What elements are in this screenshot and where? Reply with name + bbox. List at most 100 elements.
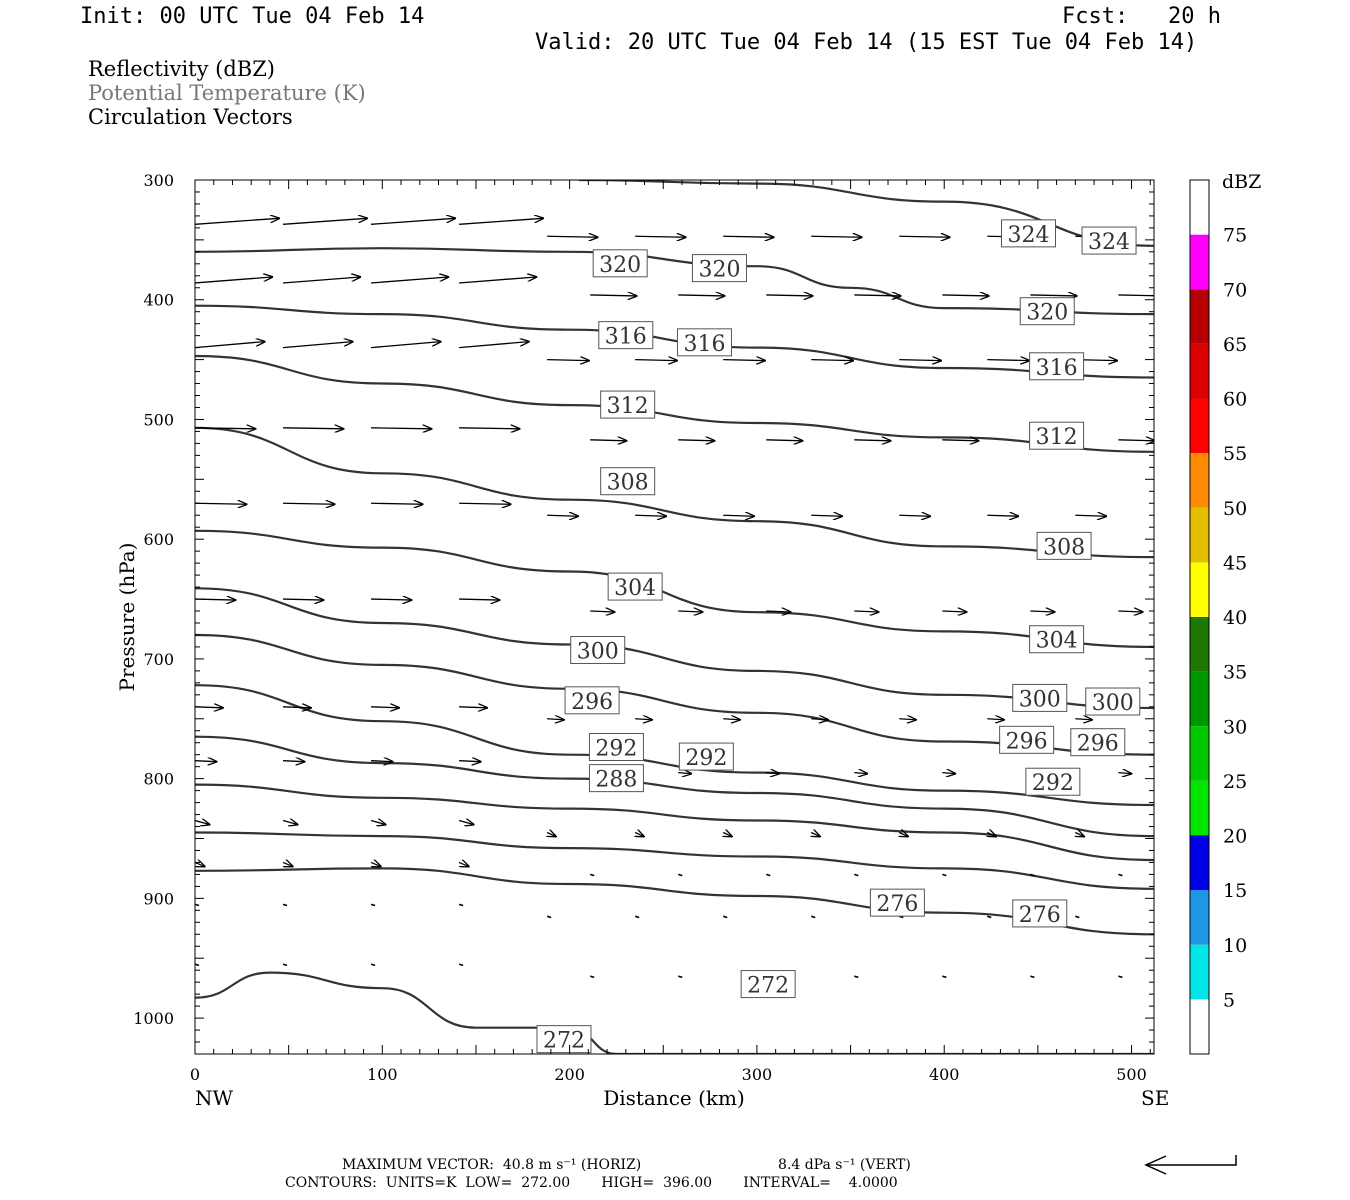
vector-arrow — [282, 862, 293, 866]
vector-arrow — [371, 277, 448, 284]
svg-text:292: 292 — [685, 746, 727, 771]
theta-contour-284 — [195, 783, 1154, 862]
colorbar-swatch — [1190, 289, 1209, 344]
vector-arrow — [1075, 833, 1084, 837]
vector-arrow — [678, 295, 724, 296]
colorbar-swatch — [1190, 780, 1209, 836]
colorbar-swatch — [1190, 234, 1209, 290]
vector-arrow — [899, 360, 941, 361]
colorbar-swatch — [1190, 453, 1209, 508]
vector-arrow — [987, 719, 1004, 720]
svg-text:316: 316 — [605, 325, 647, 350]
contour-label-316: 316 — [676, 328, 732, 357]
svg-text:296: 296 — [571, 690, 613, 715]
contour-label-300: 300 — [1085, 687, 1141, 716]
y-tick-label: 700 — [143, 650, 174, 669]
vector-arrow — [1030, 295, 1076, 296]
colorbar-level-label: 10 — [1223, 935, 1247, 957]
colorbar-swatch — [1190, 617, 1209, 672]
vector-arrow — [195, 821, 210, 825]
colorbar-title: dBZ — [1222, 171, 1261, 193]
svg-text:316: 316 — [1036, 356, 1078, 381]
vector-arrow — [1118, 873, 1123, 877]
x-tick-label: 300 — [742, 1065, 773, 1084]
vector-arrow — [370, 903, 376, 907]
vector-arrow — [942, 295, 988, 296]
svg-text:292: 292 — [595, 737, 637, 762]
vector-arrow — [811, 833, 820, 837]
theta-contour-292 — [195, 684, 1154, 807]
init-time: Init: 00 UTC Tue 04 Feb 14 — [80, 4, 425, 29]
vector-arrow — [899, 719, 916, 720]
svg-text:300: 300 — [577, 640, 619, 665]
vector-arrow — [722, 915, 728, 919]
contour-label-276: 276 — [869, 888, 925, 917]
x-tick-label: 400 — [929, 1065, 960, 1084]
vector-arrow — [899, 236, 949, 237]
valid-time: Valid: 20 UTC Tue 04 Feb 14 (15 EST Tue … — [535, 30, 1198, 55]
contour-label-272: 272 — [536, 1025, 592, 1054]
colorbar-level-label: 25 — [1223, 771, 1247, 793]
vector-arrow — [195, 963, 200, 967]
vector-arrow — [282, 342, 353, 349]
vector-arrow — [590, 440, 626, 441]
vector-arrow — [634, 915, 640, 919]
colorbar-level-label: 65 — [1223, 334, 1247, 356]
vector-arrow — [1075, 915, 1080, 919]
vector-arrow — [942, 611, 966, 612]
contour-label-300: 300 — [1012, 683, 1068, 712]
contour-label-296: 296 — [999, 725, 1055, 754]
svg-text:276: 276 — [876, 892, 918, 917]
svg-text:312: 312 — [607, 394, 649, 419]
colorbar-level-label: 45 — [1223, 552, 1247, 574]
vector-arrow — [371, 342, 441, 349]
colorbar-level-label: 75 — [1223, 225, 1247, 247]
vector-arrow — [678, 975, 683, 979]
vector-arrow — [635, 515, 666, 516]
vector-arrow — [283, 599, 323, 600]
y-tick-label: 600 — [143, 530, 174, 549]
vector-arrow — [195, 218, 279, 225]
colorbar-swatch — [1190, 562, 1209, 617]
vector-arrow — [195, 503, 247, 504]
vector-arrow — [282, 903, 288, 907]
colorbar-level-label: 20 — [1223, 826, 1247, 848]
vector-arrow — [1118, 440, 1154, 441]
vector-arrow — [678, 773, 691, 774]
vector-arrow — [1118, 975, 1123, 979]
contour-label-324: 324 — [1081, 226, 1137, 255]
colorbar-level-label: 50 — [1223, 498, 1247, 520]
contour-label-324: 324 — [1001, 219, 1057, 248]
contour-label-316: 316 — [1029, 352, 1085, 381]
vector-arrow — [678, 873, 683, 877]
vector-arrow — [371, 599, 411, 600]
contour-label-296: 296 — [1070, 728, 1126, 757]
vector-arrow — [1118, 611, 1142, 612]
vector-arrow — [282, 963, 288, 967]
vector-arrow — [283, 503, 335, 504]
colorbar-level-label: 40 — [1223, 607, 1247, 629]
contour-info: CONTOURS: UNITS=K LOW= 272.00 HIGH= 396.… — [285, 1175, 898, 1191]
vector-arrow — [854, 440, 890, 441]
svg-text:308: 308 — [1043, 535, 1085, 560]
vector-arrow — [459, 761, 481, 762]
contour-label-304: 304 — [1029, 625, 1085, 654]
svg-text:304: 304 — [1036, 629, 1078, 654]
vector-arrow — [1030, 611, 1054, 612]
y-tick-label: 300 — [143, 171, 174, 190]
vector-arrow — [942, 873, 947, 877]
reference-vector — [1144, 1155, 1237, 1175]
vector-arrow — [371, 707, 399, 708]
vector-arrow — [459, 503, 511, 504]
vector-arrow — [766, 773, 779, 774]
theta-contour-324 — [578, 180, 1154, 247]
contour-label-292: 292 — [1025, 767, 1081, 796]
y-axis-title: Pressure (hPa) — [115, 543, 139, 692]
vector-arrow — [723, 515, 754, 516]
y-tick-label: 500 — [143, 410, 174, 429]
svg-text:312: 312 — [1036, 425, 1078, 450]
vector-arrow — [635, 360, 677, 361]
svg-text:300: 300 — [1019, 687, 1061, 712]
vector-arrow — [195, 428, 255, 429]
vector-arrow — [371, 218, 455, 225]
